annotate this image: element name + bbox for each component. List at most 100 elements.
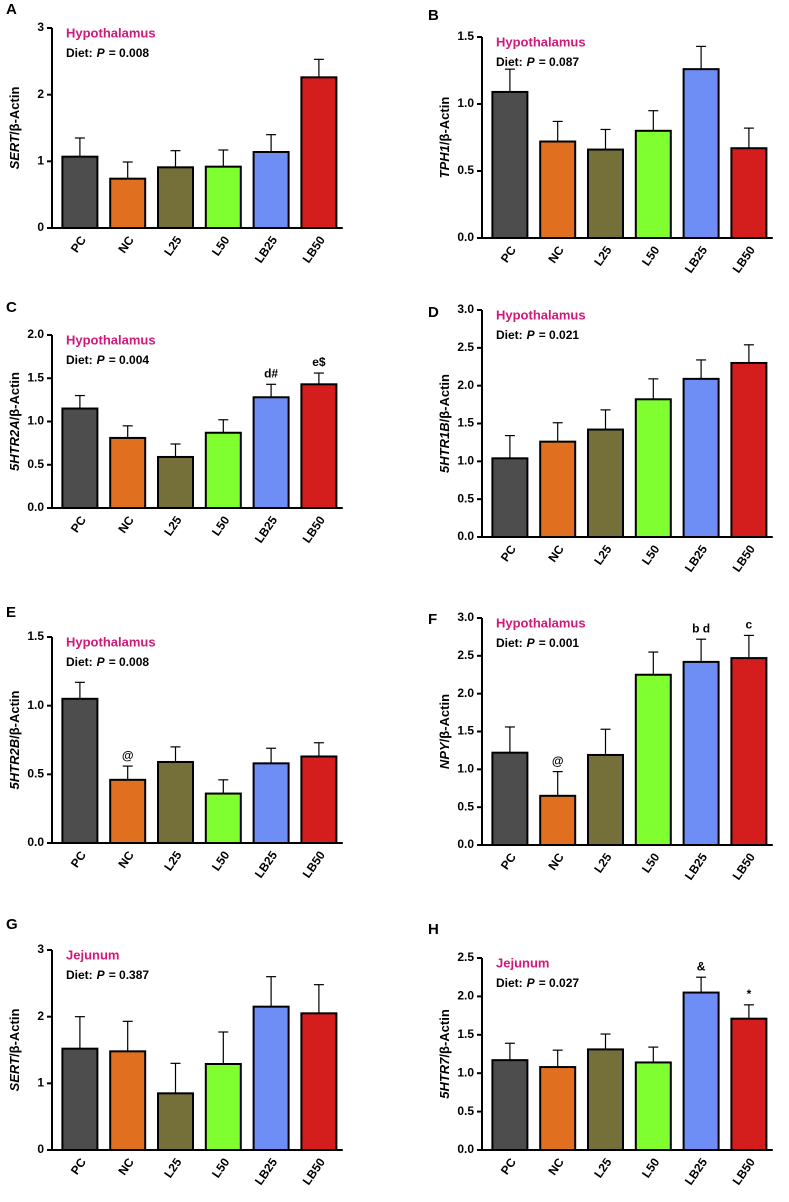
bar [109, 177, 147, 230]
x-tick-label: PC [498, 243, 519, 265]
x-tick-label: L50 [639, 1155, 663, 1180]
y-tick-label: 2.0 [457, 378, 474, 392]
bar [157, 166, 194, 229]
x-tick-label: NC [545, 243, 567, 266]
bar [252, 1005, 290, 1152]
bar [682, 377, 720, 538]
bar [109, 436, 147, 509]
bar [300, 755, 338, 844]
y-tick-label: 0.0 [457, 230, 474, 244]
bar [61, 1047, 99, 1151]
stat-symbol: P [97, 353, 106, 367]
y-tick-label: 0.5 [457, 799, 474, 813]
bar [634, 1061, 672, 1151]
x-tick-label: L25 [161, 1155, 185, 1180]
y-tick-label: 1 [37, 1076, 44, 1090]
tissue-label: Hypothalamus [66, 332, 156, 347]
bar-annotation: d# [264, 366, 278, 380]
y-tick-label: 0.5 [457, 163, 474, 177]
bar [682, 660, 720, 846]
panel-letter: A [6, 1, 17, 18]
bar-annotation: b d [692, 621, 710, 635]
bar [204, 431, 242, 509]
tissue-label: Hypothalamus [66, 25, 156, 40]
y-tick-label: 2 [37, 87, 44, 101]
stat-text: = 0.027 [539, 976, 580, 990]
bar-annotation: c [746, 618, 753, 632]
bar [491, 751, 529, 846]
x-tick-label: L50 [209, 1155, 233, 1180]
bar [539, 794, 577, 846]
x-tick-label: NC [115, 1155, 137, 1178]
y-tick-label: 1.0 [457, 454, 474, 468]
stat-label: Diet: [66, 46, 93, 60]
bar [730, 361, 768, 539]
y-tick-label: 2.0 [457, 989, 474, 1003]
x-tick-label: LB25 [682, 850, 710, 882]
y-label-text: /β-Actin [7, 372, 22, 420]
x-tick-label: LB50 [300, 1155, 328, 1187]
stat-text: = 0.008 [109, 655, 150, 669]
panel-letter: G [6, 916, 18, 933]
y-tick-label: 1.0 [27, 698, 44, 712]
panel: A Hypothalamus Diet: P = 0.008 SERT/β-Actin 0 1… [6, 1, 343, 266]
y-axis-label: 5HTR2B/β-Actin [7, 690, 22, 789]
tissue-label: Hypothalamus [66, 634, 156, 649]
stat-symbol: P [527, 328, 536, 342]
panel: E Hypothalamus Diet: P = 0.008 5HTR2B/β-Actin… [6, 604, 343, 881]
x-tick-label: PC [68, 1155, 89, 1177]
stat-label: Diet: [496, 328, 523, 342]
stat-label: Diet: [496, 636, 523, 650]
bar [634, 398, 672, 538]
x-tick-label: NC [115, 848, 137, 871]
x-tick-label: NC [115, 233, 137, 256]
y-tick-label: 1 [37, 154, 44, 168]
stat-annotation: Diet: P = 0.004 [66, 353, 149, 367]
stat-text: = 0.087 [539, 55, 580, 69]
y-tick-label: 1.0 [27, 414, 44, 428]
x-tick-label: PC [498, 542, 519, 564]
bar [204, 792, 242, 844]
bar [539, 440, 577, 538]
x-tick-label: PC [498, 850, 519, 872]
y-tick-label: 2.0 [457, 686, 474, 700]
y-tick-label: 0.0 [27, 835, 44, 849]
y-tick-label: 3 [37, 20, 44, 34]
y-tick-label: 1.5 [457, 724, 474, 738]
stat-label: Diet: [66, 655, 93, 669]
y-label-gene: SERT [7, 1056, 22, 1091]
stat-label: Diet: [496, 976, 523, 990]
y-label-gene: NPY [437, 741, 452, 769]
y-axis-label: 5HTR1B/β-Actin [437, 374, 452, 473]
y-tick-label: 0.5 [27, 767, 44, 781]
y-tick-label: 3.0 [457, 302, 474, 316]
y-tick-label: 1.5 [457, 29, 474, 43]
y-label-gene: 5HTR2B [7, 739, 22, 790]
stat-symbol: P [97, 655, 106, 669]
bar-annotation: * [747, 987, 752, 1001]
bar [634, 673, 672, 846]
y-label-text: /β-Actin [437, 1009, 452, 1057]
panel: D Hypothalamus Diet: P = 0.021 5HTR1B/β-Actin… [428, 302, 773, 575]
y-axis-label: TPH1/β-Actin [437, 97, 452, 179]
panel: H Jejunum Diet: P = 0.027 5HTR7/β-Actin 0.0 0.5… [428, 921, 773, 1188]
bar [587, 428, 624, 539]
bar-annotation: & [697, 959, 706, 973]
bar-annotation: @ [122, 748, 134, 762]
y-tick-label: 0.5 [27, 457, 44, 471]
stat-annotation: Diet: P = 0.001 [496, 636, 579, 650]
bar [157, 760, 194, 844]
y-tick-label: 3.0 [457, 610, 474, 624]
x-tick-label: L25 [591, 542, 615, 567]
stat-text: = 0.008 [109, 46, 150, 60]
y-tick-label: 2 [37, 1009, 44, 1023]
x-tick-label: PC [68, 513, 89, 535]
y-tick-label: 2.5 [457, 648, 474, 662]
x-tick-label: LB50 [730, 850, 758, 882]
stat-text: = 0.001 [539, 636, 580, 650]
x-tick-label: NC [545, 542, 567, 565]
panel-letter: D [428, 304, 439, 321]
bar [109, 778, 147, 844]
bar [587, 148, 624, 239]
x-tick-label: LB25 [682, 243, 710, 275]
